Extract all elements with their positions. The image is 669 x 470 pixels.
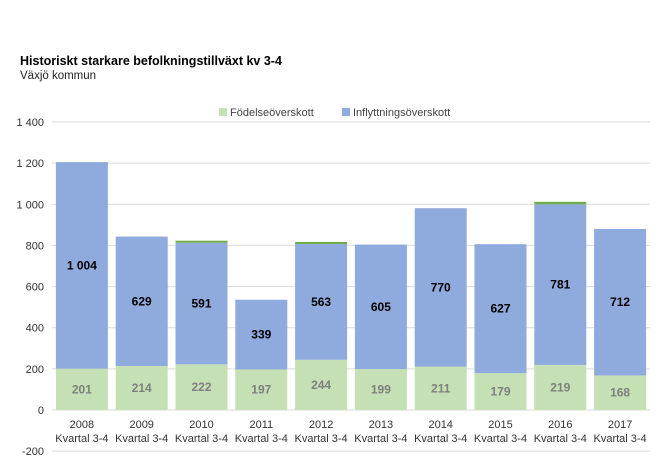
x-tick-label-year: 2010 bbox=[189, 419, 213, 431]
data-label-fodelseoverskott: 214 bbox=[132, 381, 152, 395]
bar-segment-fodelseoverskott bbox=[594, 375, 647, 410]
x-tick-label-year: 2017 bbox=[608, 419, 632, 431]
data-label-inflyttningsoverskott: 770 bbox=[431, 280, 451, 294]
x-tick-label-period: Kvartal 3-4 bbox=[115, 433, 168, 445]
bar-top-accent bbox=[175, 240, 228, 243]
x-tick-label-year: 2009 bbox=[129, 419, 153, 431]
data-label-inflyttningsoverskott: 563 bbox=[311, 295, 331, 309]
bar-segment-fodelseoverskott bbox=[175, 364, 228, 410]
data-label-fodelseoverskott: 244 bbox=[311, 378, 331, 392]
x-tick-label-period: Kvartal 3-4 bbox=[593, 433, 646, 445]
y-tick-label: 200 bbox=[26, 364, 44, 376]
y-tick-label: -200 bbox=[22, 446, 44, 458]
data-label-fodelseoverskott: 179 bbox=[490, 385, 510, 399]
x-tick-label-period: Kvartal 3-4 bbox=[474, 433, 527, 445]
x-tick-label-period: Kvartal 3-4 bbox=[414, 433, 467, 445]
data-label-fodelseoverskott: 168 bbox=[610, 386, 630, 400]
y-tick-label: 600 bbox=[26, 282, 44, 294]
x-tick-label-period: Kvartal 3-4 bbox=[534, 433, 587, 445]
bar-segment-fodelseoverskott bbox=[55, 368, 108, 410]
bar-segment-inflyttningsoverskott bbox=[115, 236, 168, 366]
data-label-inflyttningsoverskott: 712 bbox=[610, 295, 630, 309]
data-labels: 201 1 004 214 629 222 591 197 339 244 563 199 605 21… bbox=[67, 258, 631, 399]
bar-segment-inflyttningsoverskott bbox=[175, 242, 228, 365]
data-label-fodelseoverskott: 222 bbox=[191, 380, 211, 394]
x-tick-label-year: 2014 bbox=[428, 419, 452, 431]
data-label-fodelseoverskott: 211 bbox=[431, 381, 451, 395]
x-axis: 2008 Kvartal 3-4 2009 Kvartal 3-4 2010 Kvarta… bbox=[55, 419, 646, 445]
bar-segment-inflyttningsoverskott bbox=[474, 244, 527, 374]
bar-segment-inflyttningsoverskott bbox=[354, 244, 407, 370]
x-tick-label-year: 2015 bbox=[488, 419, 512, 431]
bar-segment-fodelseoverskott bbox=[534, 364, 587, 410]
legend-label-inflyttningsoverskott: Inflyttningsöverskott bbox=[353, 107, 450, 119]
y-tick-label: 1 200 bbox=[16, 158, 44, 170]
y-tick-label: 400 bbox=[26, 323, 44, 335]
bar-segment-inflyttningsoverskott bbox=[295, 243, 348, 360]
x-tick-label-period: Kvartal 3-4 bbox=[235, 433, 288, 445]
legend-swatch-fodelseoverskott bbox=[219, 108, 227, 116]
data-label-fodelseoverskott: 219 bbox=[550, 380, 570, 394]
data-label-inflyttningsoverskott: 605 bbox=[371, 300, 391, 314]
legend: Födelseöverskott Inflyttningsöverskott bbox=[219, 107, 450, 119]
data-label-fodelseoverskott: 201 bbox=[72, 382, 92, 396]
y-tick-label: 1 400 bbox=[16, 117, 44, 129]
bar-segment-fodelseoverskott bbox=[414, 366, 467, 410]
bar-segment-fodelseoverskott bbox=[115, 365, 168, 410]
x-tick-label-year: 2013 bbox=[369, 419, 393, 431]
legend-label-fodelseoverskott: Födelseöverskott bbox=[230, 107, 314, 119]
data-label-fodelseoverskott: 199 bbox=[371, 383, 391, 397]
x-tick-label-year: 2011 bbox=[249, 419, 273, 431]
bar-segment-inflyttningsoverskott bbox=[414, 208, 467, 367]
bar-segment-inflyttningsoverskott bbox=[55, 162, 108, 369]
data-label-inflyttningsoverskott: 781 bbox=[550, 278, 570, 292]
bar-segment-inflyttningsoverskott bbox=[235, 299, 288, 370]
x-tick-label-period: Kvartal 3-4 bbox=[55, 433, 108, 445]
x-tick-label-period: Kvartal 3-4 bbox=[175, 433, 228, 445]
x-tick-label-period: Kvartal 3-4 bbox=[294, 433, 347, 445]
bar-segment-fodelseoverskott bbox=[235, 369, 288, 410]
data-label-inflyttningsoverskott: 339 bbox=[251, 328, 271, 342]
bar-top-accent bbox=[295, 241, 348, 244]
data-label-inflyttningsoverskott: 591 bbox=[191, 297, 211, 311]
bars bbox=[55, 162, 647, 410]
y-tick-label: 800 bbox=[26, 240, 44, 252]
bar-top-accent bbox=[534, 201, 587, 205]
data-label-inflyttningsoverskott: 629 bbox=[132, 294, 152, 308]
y-tick-label: 1 000 bbox=[16, 199, 44, 211]
x-tick-label-period: Kvartal 3-4 bbox=[354, 433, 407, 445]
legend-swatch-inflyttningsoverskott bbox=[342, 108, 350, 116]
bar-segment-fodelseoverskott bbox=[474, 373, 527, 410]
bar-segment-fodelseoverskott bbox=[295, 359, 348, 410]
bar-segment-fodelseoverskott bbox=[354, 369, 407, 410]
data-label-inflyttningsoverskott: 627 bbox=[490, 302, 510, 316]
x-tick-label-year: 2008 bbox=[70, 419, 94, 431]
chart-subtitle: Växjö kommun bbox=[20, 70, 96, 82]
chart-title: Historiskt starkare befolkningstillväxt … bbox=[20, 54, 282, 68]
bar-segment-inflyttningsoverskott bbox=[534, 204, 587, 365]
data-label-inflyttningsoverskott: 1 004 bbox=[67, 258, 97, 272]
y-tick-label: 0 bbox=[38, 405, 44, 417]
x-tick-label-year: 2012 bbox=[309, 419, 333, 431]
y-axis: -200 0 200 400 600 800 1 000 1 200 1 400 bbox=[16, 117, 44, 458]
x-tick-label-year: 2016 bbox=[548, 419, 572, 431]
bar-segment-inflyttningsoverskott bbox=[594, 228, 647, 376]
data-label-fodelseoverskott: 197 bbox=[251, 383, 271, 397]
